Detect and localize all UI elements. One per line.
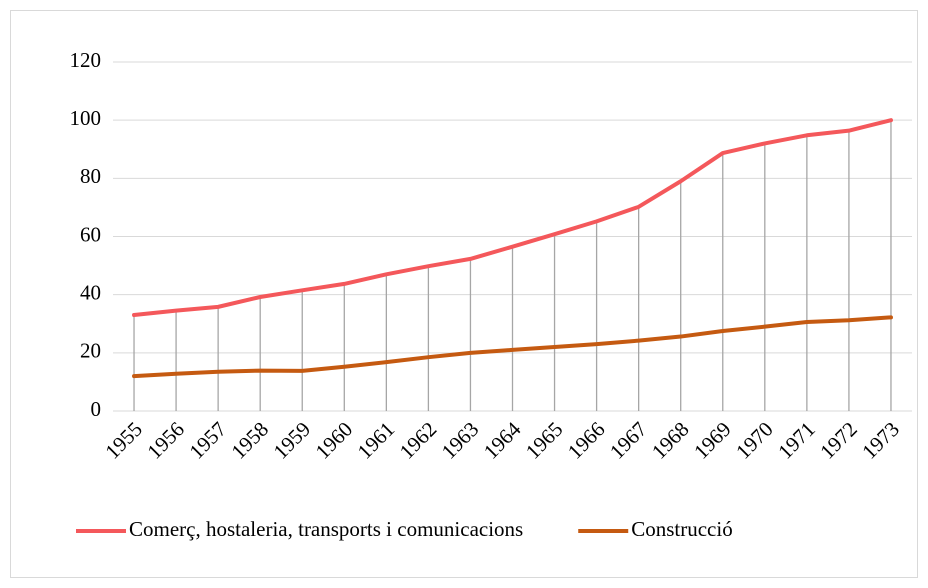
line-series [132, 315, 893, 379]
y-tick-label: 20 [80, 339, 101, 363]
y-tick-label: 40 [80, 280, 101, 304]
legend-label: Comerç, hostaleria, transports i comunic… [129, 517, 523, 541]
y-tick-label: 0 [91, 397, 102, 421]
y-tick-label: 80 [80, 164, 101, 188]
y-tick-label: 100 [70, 106, 102, 130]
y-tick-label: 60 [80, 222, 101, 246]
chart-border [10, 10, 918, 578]
line-series [132, 118, 893, 318]
y-tick-label: 120 [70, 48, 102, 72]
legend-label: Construcció [631, 517, 732, 541]
